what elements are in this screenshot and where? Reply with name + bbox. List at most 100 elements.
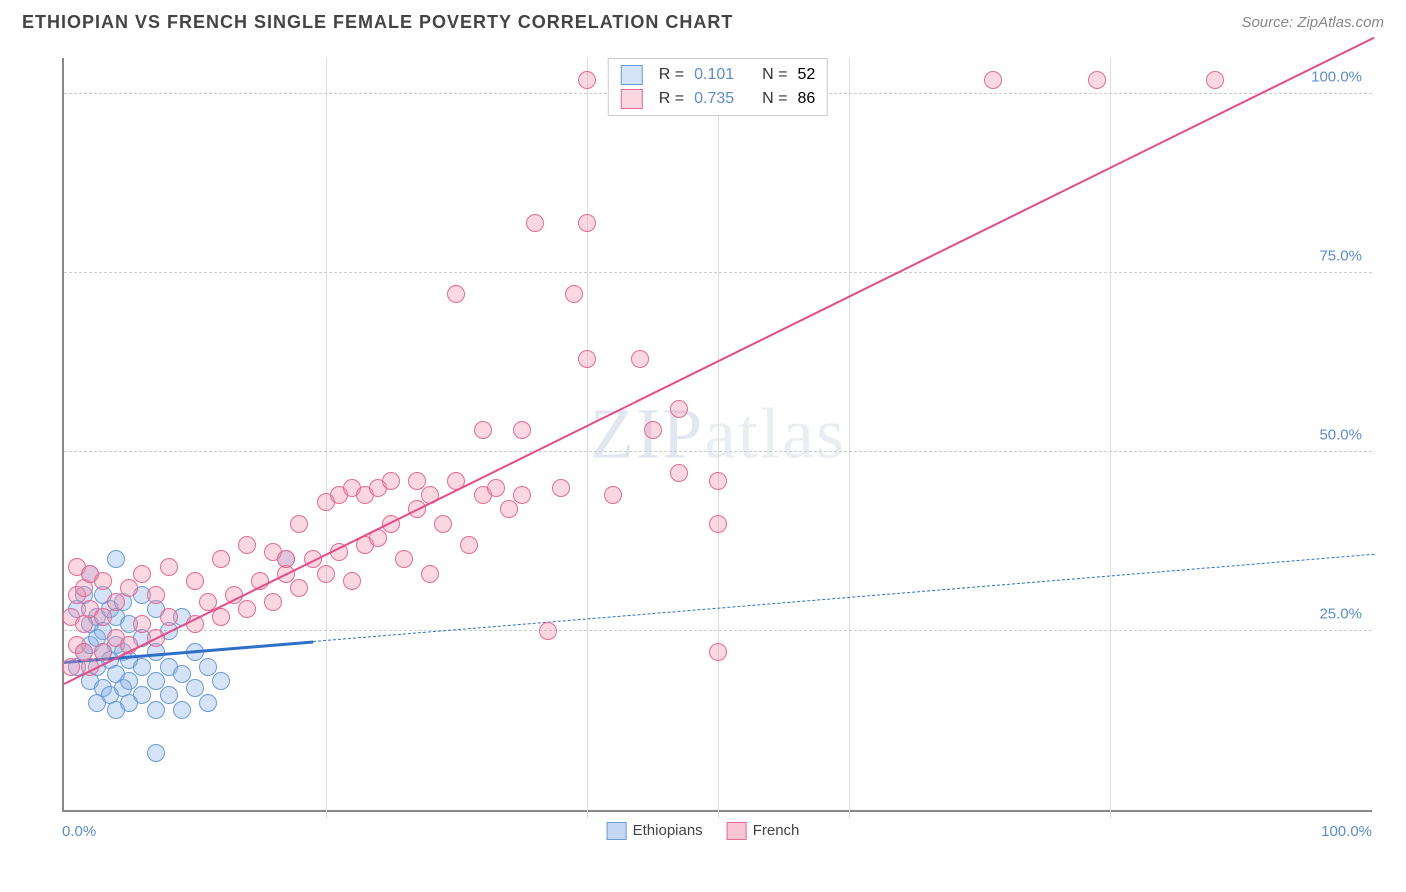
y-tick-label: 100.0% xyxy=(1311,68,1362,85)
plot-area: ZIPatlas R =0.101N =52R =0.735N =86 25.0… xyxy=(62,58,1372,812)
legend-item: French xyxy=(727,822,800,840)
data-point xyxy=(670,464,688,482)
data-point xyxy=(133,686,151,704)
data-point xyxy=(147,672,165,690)
n-label: N = xyxy=(762,90,787,108)
data-point xyxy=(133,565,151,583)
legend-row: R = 0.101 N = 52 xyxy=(621,63,815,87)
data-point xyxy=(513,421,531,439)
data-point xyxy=(264,593,282,611)
chart-container: Single Female Poverty ZIPatlas R =0.101N… xyxy=(22,48,1384,862)
data-point xyxy=(343,572,361,590)
data-point xyxy=(107,593,125,611)
data-point xyxy=(120,672,138,690)
n-label: N = xyxy=(762,66,787,84)
data-point xyxy=(539,622,557,640)
data-point xyxy=(709,643,727,661)
data-point xyxy=(526,214,544,232)
data-point xyxy=(147,586,165,604)
legend-swatch xyxy=(727,822,747,840)
data-point xyxy=(186,572,204,590)
data-point xyxy=(1088,71,1106,89)
data-point xyxy=(120,579,138,597)
legend-row: R =0.735N =86 xyxy=(621,87,815,111)
x-tick-min: 0.0% xyxy=(62,823,96,840)
r-value: 0.101 xyxy=(694,66,744,84)
r-label: R = xyxy=(659,90,684,108)
data-point xyxy=(500,500,518,518)
data-point xyxy=(631,350,649,368)
data-point xyxy=(290,515,308,533)
data-point xyxy=(565,285,583,303)
data-point xyxy=(670,400,688,418)
legend-swatch xyxy=(621,89,643,109)
data-point xyxy=(238,600,256,618)
data-point xyxy=(199,658,217,676)
correlation-legend: R =0.101N =52R =0.735N =86 xyxy=(608,58,828,116)
r-label: R = xyxy=(659,66,684,84)
data-point xyxy=(578,71,596,89)
data-point xyxy=(160,686,178,704)
n-value: 86 xyxy=(797,90,815,108)
data-point xyxy=(212,672,230,690)
data-point xyxy=(212,550,230,568)
x-tick-max: 100.0% xyxy=(1321,823,1372,840)
gridline-v xyxy=(326,58,327,818)
data-point xyxy=(709,515,727,533)
legend-label: French xyxy=(753,822,800,839)
data-point xyxy=(460,536,478,554)
data-point xyxy=(147,744,165,762)
chart-title: ETHIOPIAN VS FRENCH SINGLE FEMALE POVERT… xyxy=(22,12,733,33)
data-point xyxy=(644,421,662,439)
data-point xyxy=(173,701,191,719)
data-point xyxy=(1206,71,1224,89)
data-point xyxy=(277,550,295,568)
data-point xyxy=(199,694,217,712)
data-point xyxy=(186,679,204,697)
trend-line-dashed xyxy=(313,553,1374,641)
gridline-v xyxy=(849,58,850,818)
data-point xyxy=(408,472,426,490)
data-point xyxy=(474,421,492,439)
data-point xyxy=(173,665,191,683)
data-point xyxy=(317,565,335,583)
gridline-v xyxy=(587,58,588,818)
data-point xyxy=(709,472,727,490)
data-point xyxy=(62,658,80,676)
data-point xyxy=(133,615,151,633)
y-tick-label: 75.0% xyxy=(1319,247,1362,264)
data-point xyxy=(133,658,151,676)
data-point xyxy=(552,479,570,497)
data-point xyxy=(94,643,112,661)
data-point xyxy=(487,479,505,497)
legend-item: Ethiopians xyxy=(607,822,703,840)
data-point xyxy=(382,472,400,490)
data-point xyxy=(984,71,1002,89)
data-point xyxy=(94,608,112,626)
data-point xyxy=(578,350,596,368)
data-point xyxy=(107,550,125,568)
data-point xyxy=(160,558,178,576)
data-point xyxy=(421,565,439,583)
series-legend: Ethiopians French xyxy=(607,822,800,840)
y-tick-label: 50.0% xyxy=(1319,426,1362,443)
data-point xyxy=(395,550,413,568)
legend-swatch xyxy=(607,822,627,840)
legend-label: Ethiopians xyxy=(633,822,703,839)
data-point xyxy=(513,486,531,504)
n-value: 52 xyxy=(797,66,815,84)
data-point xyxy=(447,285,465,303)
data-point xyxy=(578,214,596,232)
y-tick-label: 25.0% xyxy=(1319,605,1362,622)
data-point xyxy=(290,579,308,597)
gridline-v xyxy=(718,58,719,818)
data-point xyxy=(147,701,165,719)
data-point xyxy=(94,572,112,590)
legend-swatch xyxy=(621,65,643,85)
data-point xyxy=(238,536,256,554)
data-point xyxy=(160,608,178,626)
source-label: Source: ZipAtlas.com xyxy=(1241,14,1384,31)
data-point xyxy=(434,515,452,533)
data-point xyxy=(604,486,622,504)
gridline-v xyxy=(1110,58,1111,818)
